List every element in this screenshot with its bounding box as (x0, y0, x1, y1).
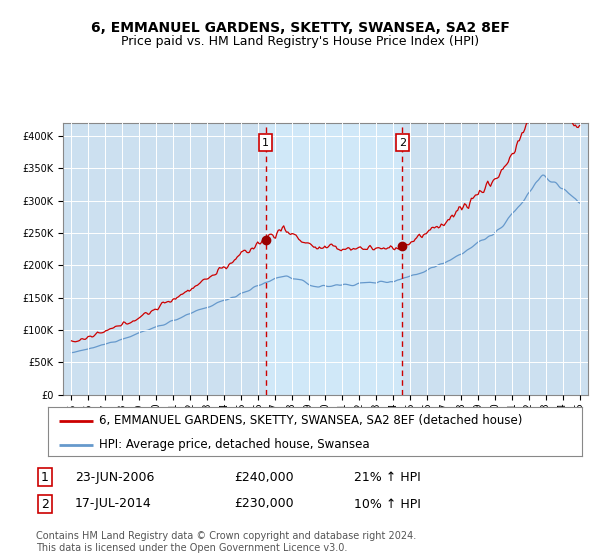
Text: 6, EMMANUEL GARDENS, SKETTY, SWANSEA, SA2 8EF: 6, EMMANUEL GARDENS, SKETTY, SWANSEA, SA… (91, 21, 509, 35)
Text: 2: 2 (399, 138, 406, 148)
Text: £230,000: £230,000 (234, 497, 293, 511)
Bar (266, 123, 403, 395)
Text: HPI: Average price, detached house, Swansea: HPI: Average price, detached house, Swan… (99, 438, 370, 451)
Text: Contains HM Land Registry data © Crown copyright and database right 2024.
This d: Contains HM Land Registry data © Crown c… (36, 531, 416, 553)
Text: £240,000: £240,000 (234, 470, 293, 484)
Text: 10% ↑ HPI: 10% ↑ HPI (354, 497, 421, 511)
Text: 23-JUN-2006: 23-JUN-2006 (75, 470, 154, 484)
Text: 17-JUL-2014: 17-JUL-2014 (75, 497, 152, 511)
Text: 21% ↑ HPI: 21% ↑ HPI (354, 470, 421, 484)
Text: 1: 1 (262, 138, 269, 148)
Text: 2: 2 (41, 497, 49, 511)
Text: Price paid vs. HM Land Registry's House Price Index (HPI): Price paid vs. HM Land Registry's House … (121, 35, 479, 48)
Text: 6, EMMANUEL GARDENS, SKETTY, SWANSEA, SA2 8EF (detached house): 6, EMMANUEL GARDENS, SKETTY, SWANSEA, SA… (99, 414, 522, 427)
Text: 1: 1 (41, 470, 49, 484)
